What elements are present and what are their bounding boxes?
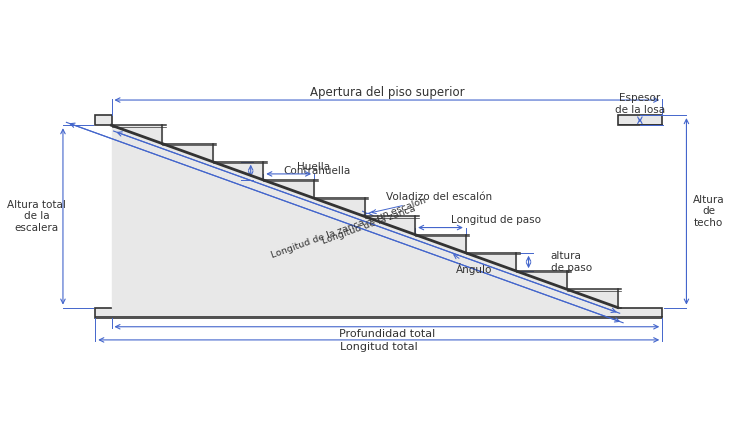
Bar [618,115,662,125]
Bar [96,307,662,318]
Text: Longitud total: Longitud total [340,342,418,352]
Text: Ángulo: Ángulo [454,255,492,275]
Text: Voladizo del escalón: Voladizo del escalón [372,192,493,214]
Text: altura
de paso: altura de paso [551,251,592,273]
Text: Contrahuella: Contrahuella [283,166,350,176]
Text: Longitud de paso: Longitud de paso [450,215,541,226]
Text: Altura total
de la
escalera: Altura total de la escalera [7,200,66,233]
Text: Apertura del piso superior: Apertura del piso superior [310,86,464,99]
Bar [96,115,112,125]
Text: Huella: Huella [297,162,330,172]
Polygon shape [112,125,618,307]
Text: Longitud de la zanca + un escalón: Longitud de la zanca + un escalón [269,196,427,260]
Text: Espesor
de la losa: Espesor de la losa [615,93,665,115]
Text: Longitud de la zanca: Longitud de la zanca [321,204,417,246]
Text: Profundidad total: Profundidad total [339,329,435,339]
Text: Altura
de
techo: Altura de techo [693,195,724,228]
